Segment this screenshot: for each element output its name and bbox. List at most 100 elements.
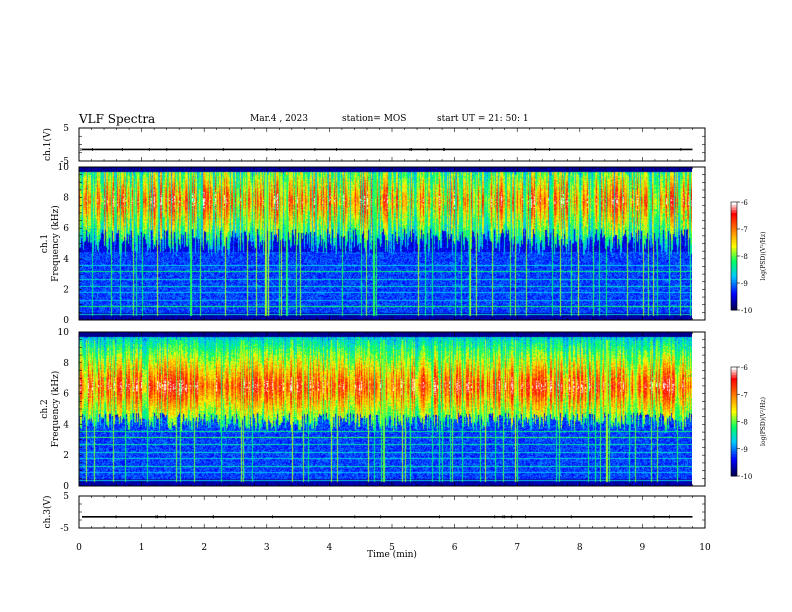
x-tick-label: 6 xyxy=(452,543,458,553)
colorbar-segment xyxy=(731,421,737,425)
colorbar-segment xyxy=(731,223,737,227)
colorbar-segment xyxy=(731,413,737,417)
y-axis-label-frequency: Frequency (kHz) xyxy=(50,205,61,282)
colorbar-tick-label: -10 xyxy=(741,307,752,315)
colorbar-segment xyxy=(731,299,737,303)
colorbar-segment xyxy=(731,407,737,412)
colorbar-tick-label: -10 xyxy=(741,473,752,481)
colorbar-segment xyxy=(731,242,737,246)
colorbar-segment xyxy=(731,269,737,273)
y-tick-label: 0 xyxy=(63,482,69,492)
x-axis-label: Time (min) xyxy=(367,549,417,560)
colorbar-tick-label: -9 xyxy=(741,280,748,288)
colorbar-segment xyxy=(731,202,737,206)
colorbar-segment xyxy=(731,307,737,311)
x-tick-label: 5 xyxy=(389,543,395,553)
y-tick-label: 6 xyxy=(63,390,69,400)
colorbar-segment xyxy=(731,285,737,289)
colorbar-segment xyxy=(731,247,737,252)
spectrogram-image-2 xyxy=(79,332,692,486)
colorbar-tick-label: -8 xyxy=(741,253,748,261)
colorbar-segment xyxy=(731,234,737,238)
colorbar-segment xyxy=(731,272,737,276)
header-station: station= MOS xyxy=(342,114,407,124)
colorbar-segment xyxy=(731,380,737,384)
colorbar-segment xyxy=(731,226,737,230)
colorbar-segment xyxy=(731,293,737,297)
colorbar-segment xyxy=(731,435,737,439)
y-tick-label: 8 xyxy=(63,194,69,204)
y-tick-label: 6 xyxy=(63,224,69,234)
colorbar-segment xyxy=(731,418,737,422)
colorbar-segment xyxy=(731,256,737,260)
y-tick-label: -5 xyxy=(60,524,69,534)
colorbar-segment xyxy=(731,391,737,395)
colorbar-tick-label: -7 xyxy=(741,391,748,399)
x-tick-label: 2 xyxy=(201,543,207,553)
x-tick-label: 1 xyxy=(139,543,145,553)
y-tick-label: 10 xyxy=(58,163,70,173)
x-tick-label: 10 xyxy=(699,543,711,553)
colorbar-segment xyxy=(731,218,737,222)
colorbar-segment xyxy=(731,207,737,211)
colorbar-segment xyxy=(731,210,737,214)
colorbar-segment xyxy=(731,437,737,442)
colorbar-segment xyxy=(731,372,737,376)
colorbar-segment xyxy=(731,375,737,379)
colorbar-segment xyxy=(731,239,737,243)
colorbar-segment xyxy=(731,220,737,225)
x-tick-label: 4 xyxy=(327,543,333,553)
colorbar-segment xyxy=(731,261,737,265)
colorbar-segment xyxy=(731,473,737,477)
spectrogram-image-1 xyxy=(79,167,692,320)
header-date: Mar.4 , 2023 xyxy=(250,114,308,124)
y-axis-label: ch.3(V) xyxy=(42,496,53,529)
colorbar-segment xyxy=(731,467,737,472)
colorbar-segment xyxy=(731,454,737,458)
y-tick-label: 5 xyxy=(63,124,69,134)
x-tick-label: 8 xyxy=(577,543,583,553)
colorbar-segment xyxy=(731,245,737,249)
colorbar-tick-label: -6 xyxy=(741,199,748,207)
y-tick-label: 8 xyxy=(63,359,69,369)
x-tick-label: 7 xyxy=(514,543,520,553)
colorbar-segment xyxy=(731,465,737,469)
colorbar-segment xyxy=(731,296,737,300)
colorbar-segment xyxy=(731,426,737,431)
y-tick-label: 2 xyxy=(63,285,69,295)
panel-frame-0 xyxy=(78,127,706,162)
colorbar-segment xyxy=(731,253,737,257)
colorbar-segment xyxy=(731,410,737,414)
colorbar-segment xyxy=(731,237,737,241)
colorbar-tick-label: -8 xyxy=(741,419,748,427)
colorbar-segment xyxy=(731,280,737,284)
colorbar-segment xyxy=(731,266,737,270)
colorbar-segment xyxy=(731,301,737,306)
colorbar-segment xyxy=(731,215,737,219)
colorbar-tick-label: -9 xyxy=(741,446,748,454)
colorbar-segment xyxy=(731,402,737,406)
colorbar-segment xyxy=(731,396,737,401)
y-axis-label-frequency: Frequency (kHz) xyxy=(50,371,61,448)
x-tick-label: 0 xyxy=(76,543,82,553)
colorbar-tick-label: -7 xyxy=(741,226,748,234)
colorbar-segment xyxy=(731,277,737,281)
colorbar-segment xyxy=(731,369,737,373)
colorbar-segment xyxy=(731,231,737,235)
colorbar-segment xyxy=(731,424,737,428)
colorbar-segment xyxy=(731,446,737,450)
colorbar-segment xyxy=(731,416,737,420)
x-tick-label: 3 xyxy=(264,543,270,553)
colorbar-segment xyxy=(731,459,737,463)
colorbar-segment xyxy=(731,304,737,308)
y-axis-label: ch.1(V) xyxy=(42,128,53,161)
colorbar-segment xyxy=(731,386,737,390)
colorbar-segment xyxy=(731,399,737,403)
colorbar-segment xyxy=(731,274,737,279)
y-tick-label: -5 xyxy=(60,157,69,167)
y-tick-label: 5 xyxy=(63,492,69,502)
colorbar-segment xyxy=(731,470,737,474)
colorbar-segment xyxy=(731,448,737,452)
colorbar-segment xyxy=(731,388,737,393)
